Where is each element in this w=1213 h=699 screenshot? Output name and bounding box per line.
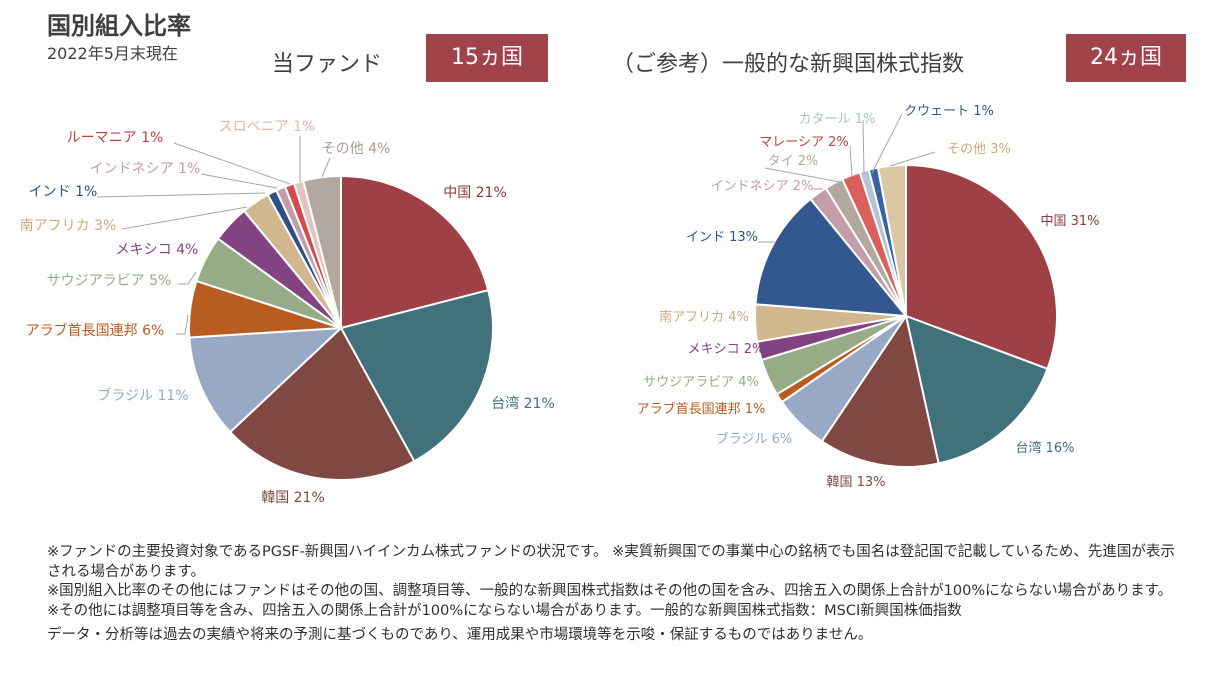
pie-slice-fund-3: [188, 326, 344, 434]
data-label: ブラジル 6%: [716, 431, 793, 447]
pie-slice-fund-1: [339, 288, 494, 463]
leader-line: [862, 119, 865, 175]
data-label: 台湾 16%: [1015, 440, 1074, 456]
data-label: 中国 31%: [1040, 214, 1099, 229]
data-label: 南アフリカ 4%: [659, 309, 749, 325]
pie-charts: 中国 21% 台湾 21% 韓国 21% ブラジル 11% アラブ首長国連邦 6% サウジ…: [20, 104, 1100, 506]
index-chart-title: （ご参考）一般的な新興国株式指数: [612, 52, 965, 77]
data-label: 中国 21%: [443, 185, 507, 201]
data-label: インド 1%: [29, 184, 98, 200]
as-of-date: 2022年5月末現在: [47, 44, 178, 63]
pie-slice-index-2: [820, 313, 940, 468]
leader-line: [321, 157, 331, 178]
data-label: 韓国 21%: [261, 490, 325, 506]
pie-slice-fund-0: [340, 174, 490, 330]
leader-line: [871, 113, 903, 174]
disclaimer: データ・分析等は過去の実績や将来の予測に基づくものであり、運用成果や市場環境等を…: [47, 627, 873, 643]
data-label: ルーマニア 1%: [67, 130, 164, 146]
data-label: 台湾 21%: [491, 395, 555, 412]
pie-slice-index-1: [904, 314, 1049, 465]
leader-line: [889, 151, 936, 167]
pie-slice-index-0: [905, 163, 1058, 371]
pie-slice-fund-12: [301, 174, 342, 329]
data-label: メキシコ 2%: [688, 342, 765, 357]
data-label: スロベニア 1%: [219, 119, 316, 135]
leader-line: [200, 173, 278, 189]
data-label: その他 3%: [947, 142, 1011, 157]
pie-slice-fund-2: [228, 326, 416, 481]
leader-line: [849, 145, 853, 178]
index-pie-chart: 中国 31% 台湾 16% 韓国 13% ブラジル 6% アラブ首長国連邦 1% サウジア…: [637, 104, 1100, 490]
data-label: その他 4%: [322, 141, 391, 157]
page-title: 国別組入比率: [47, 12, 191, 40]
leader-line: [178, 271, 197, 285]
leader-line: [121, 206, 248, 230]
fund-pie-chart: 中国 21% 台湾 21% 韓国 21% ブラジル 11% アラブ首長国連邦 6% サウジ…: [20, 119, 555, 506]
footnotes: ※ファンドの主要投資対象であるPGSF-新興国ハイインカム株式ファンドの状況です…: [47, 543, 1177, 646]
fund-country-count-badge: 15ヵ国: [426, 34, 548, 82]
data-label: 韓国 13%: [826, 475, 885, 490]
footnote-2: ※国別組入比率のその他にはファンドはその他の国、調整項目等、一般的な新興国株式指…: [47, 583, 1173, 619]
leader-line: [176, 314, 189, 335]
data-label: インドネシア 2%: [711, 179, 814, 194]
data-label: タイ 2%: [768, 154, 819, 169]
data-label: メキシコ 4%: [116, 242, 199, 258]
data-label: カタール 1%: [799, 112, 876, 127]
data-label: インド 13%: [686, 230, 758, 245]
data-label: マレーシア 2%: [759, 135, 849, 150]
data-label: サウジアラビア 4%: [643, 375, 759, 390]
leader-line: [96, 192, 266, 198]
data-label: インドネシア 1%: [90, 161, 201, 177]
data-label: アラブ首長国連邦 1%: [637, 401, 766, 417]
data-label: サウジアラビア 5%: [47, 273, 172, 289]
index-country-count-badge: 24ヵ国: [1066, 34, 1186, 82]
footnote-1: ※ファンドの主要投資対象であるPGSF-新興国ハイインカム株式ファンドの状況です…: [47, 544, 1175, 580]
data-label: クウェート 1%: [904, 104, 994, 119]
leader-line: [173, 142, 291, 185]
leader-line: [764, 167, 841, 183]
data-label: 南アフリカ 3%: [20, 218, 117, 234]
data-label: ブラジル 11%: [97, 387, 188, 404]
fund-chart-title: 当ファンド: [272, 52, 383, 77]
data-label: アラブ首長国連邦 6%: [26, 322, 165, 339]
pie-slice-index-8: [754, 197, 909, 318]
